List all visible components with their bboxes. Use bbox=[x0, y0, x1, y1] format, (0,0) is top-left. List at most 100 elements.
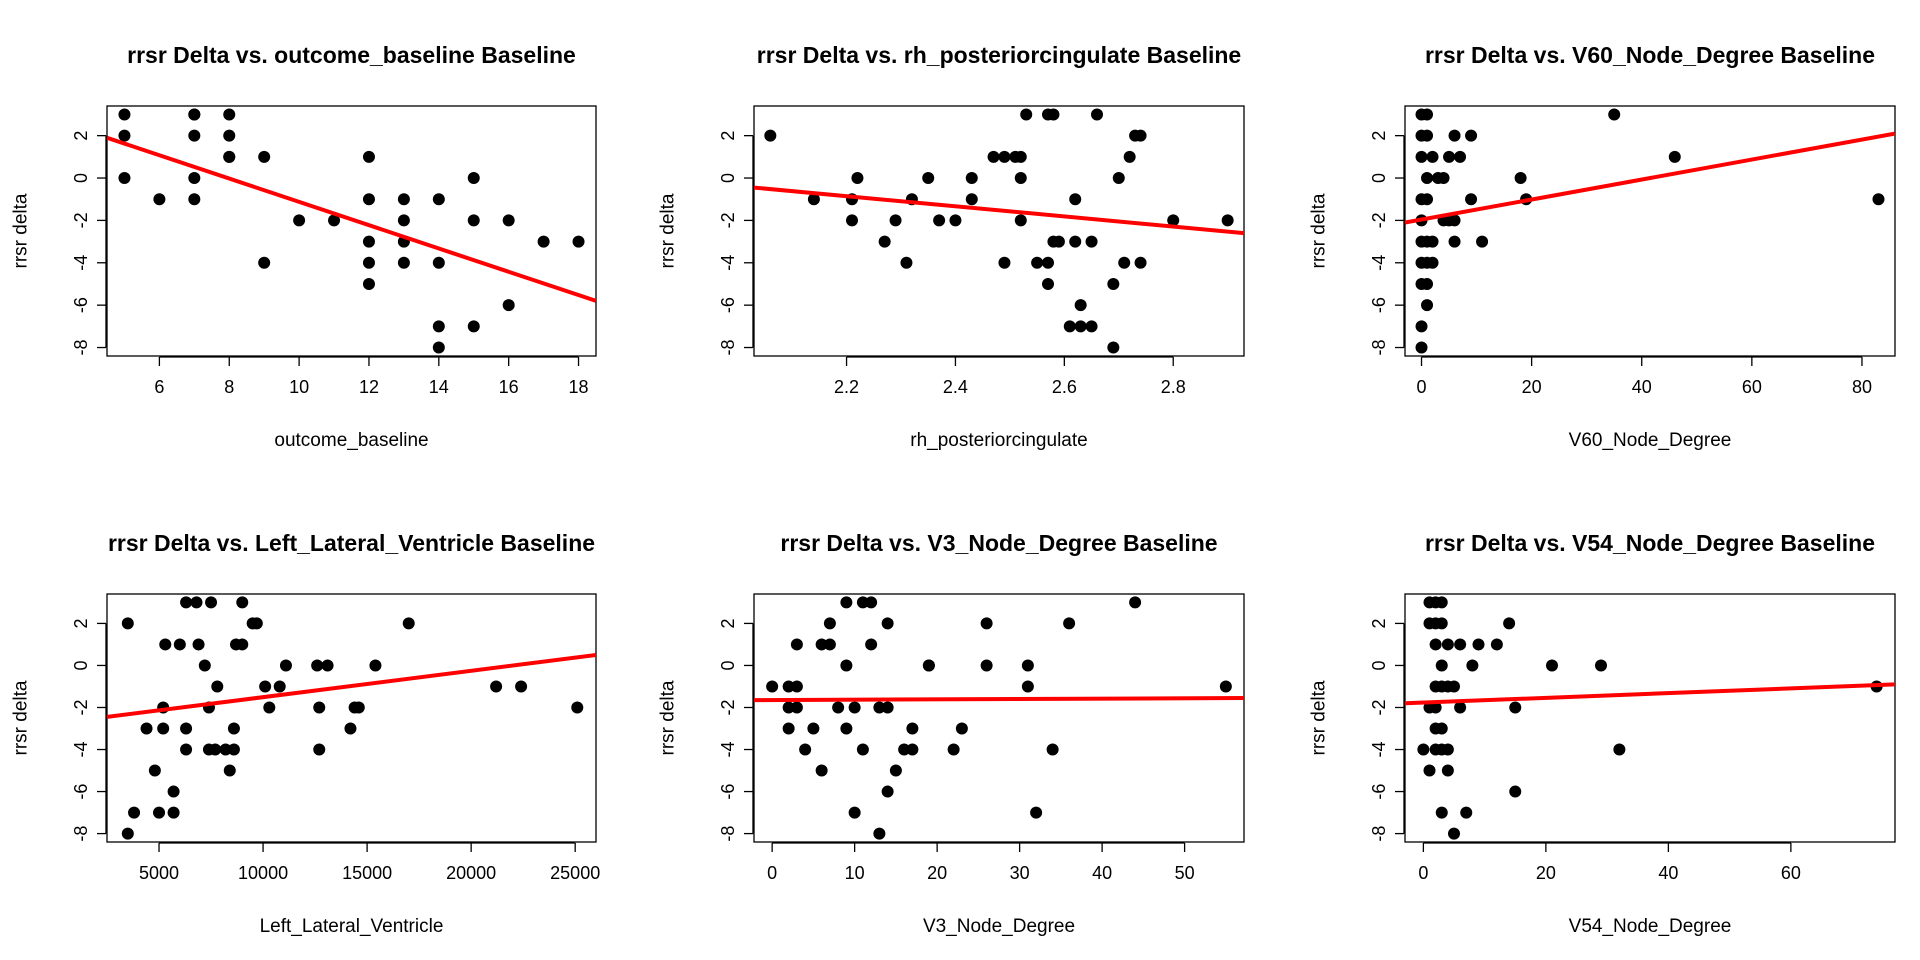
data-point bbox=[1426, 150, 1439, 163]
data-point bbox=[467, 320, 480, 333]
x-axis-label: outcome_baseline bbox=[274, 430, 428, 451]
data-point bbox=[190, 596, 203, 609]
data-point bbox=[1472, 638, 1485, 651]
data-point bbox=[140, 722, 153, 735]
data-point bbox=[502, 299, 515, 312]
y-axis-label: rrsr delta bbox=[1309, 193, 1330, 268]
x-tick-label: 10 bbox=[845, 863, 865, 883]
x-tick-label: 60 bbox=[1781, 863, 1801, 883]
regression-line bbox=[1405, 131, 1895, 225]
data-point bbox=[1415, 150, 1428, 163]
y-tick-label: 0 bbox=[718, 660, 738, 670]
y-tick-label: 0 bbox=[718, 173, 738, 183]
data-point bbox=[502, 214, 515, 227]
chart-panel-5: rrsr Delta vs. V3_Node_Degree Baseline 0 1… bbox=[658, 530, 1245, 937]
data-point bbox=[118, 172, 131, 185]
data-point bbox=[1429, 701, 1442, 714]
data-point bbox=[1546, 659, 1558, 672]
data-point bbox=[1129, 596, 1142, 609]
data-point bbox=[1063, 320, 1076, 333]
data-point bbox=[856, 743, 869, 756]
y-axis-label: rrsr delta bbox=[11, 680, 32, 755]
data-point bbox=[1107, 341, 1120, 354]
regression-line bbox=[1405, 682, 1895, 706]
data-point bbox=[1091, 108, 1103, 121]
data-point bbox=[362, 256, 375, 269]
x-tick-label: 8 bbox=[224, 377, 234, 397]
data-point bbox=[1069, 235, 1082, 248]
data-point bbox=[293, 214, 306, 227]
data-point bbox=[1031, 256, 1044, 269]
y-axis-label: rrsr delta bbox=[11, 193, 32, 268]
data-point bbox=[362, 277, 375, 290]
x-tick-label: 25000 bbox=[550, 863, 600, 883]
data-point bbox=[1021, 659, 1034, 672]
data-point bbox=[258, 256, 271, 269]
x-axis-label: rh_posteriorcingulate bbox=[910, 430, 1087, 451]
data-point bbox=[1020, 108, 1033, 121]
data-point bbox=[571, 701, 584, 714]
y-axis-label: rrsr delta bbox=[658, 680, 679, 755]
data-point bbox=[1437, 172, 1450, 185]
data-point bbox=[1435, 659, 1448, 672]
data-point bbox=[537, 235, 550, 248]
x-tick-label: 20 bbox=[1522, 377, 1542, 397]
data-point bbox=[1466, 659, 1479, 672]
data-point bbox=[1167, 214, 1180, 227]
data-point bbox=[1085, 320, 1098, 333]
data-point bbox=[1014, 214, 1027, 227]
data-point bbox=[1421, 172, 1434, 185]
y-tick-label: -8 bbox=[71, 826, 91, 842]
y-tick-label: -8 bbox=[1369, 826, 1389, 842]
x-tick-label: 0 bbox=[1417, 377, 1427, 397]
plot-frame bbox=[106, 593, 597, 843]
data-point bbox=[188, 108, 201, 121]
x-tick-label: 2.4 bbox=[943, 377, 968, 397]
data-point bbox=[980, 617, 993, 630]
data-point bbox=[900, 256, 913, 269]
x-tick-label: 6 bbox=[154, 377, 164, 397]
data-point bbox=[402, 617, 415, 630]
data-point bbox=[1613, 743, 1626, 756]
data-point bbox=[313, 701, 326, 714]
y-tick-label: 2 bbox=[71, 618, 91, 628]
y-tick-label: 2 bbox=[1369, 618, 1389, 628]
data-point bbox=[188, 129, 201, 142]
data-point bbox=[236, 596, 249, 609]
data-point bbox=[362, 235, 375, 248]
plot-frame bbox=[753, 593, 1245, 843]
data-point bbox=[1668, 150, 1681, 163]
data-point bbox=[848, 701, 861, 714]
data-point bbox=[782, 722, 795, 735]
data-point bbox=[259, 680, 272, 693]
data-point bbox=[865, 596, 878, 609]
x-tick-label: 16 bbox=[499, 377, 519, 397]
y-tick-label: -4 bbox=[71, 742, 91, 758]
data-point bbox=[1421, 277, 1434, 290]
data-point bbox=[1046, 743, 1059, 756]
data-point bbox=[1490, 638, 1503, 651]
data-point bbox=[1069, 193, 1082, 206]
chart-title: rrsr Delta vs. outcome_baseline Baseline bbox=[127, 42, 576, 68]
data-point bbox=[955, 722, 968, 735]
data-point bbox=[209, 743, 222, 756]
data-point bbox=[881, 617, 894, 630]
data-point bbox=[1448, 235, 1461, 248]
data-point bbox=[572, 235, 585, 248]
y-tick-label: -4 bbox=[718, 255, 738, 271]
x-axis-label: Left_Lateral_Ventricle bbox=[260, 916, 444, 937]
data-point bbox=[823, 638, 836, 651]
y-axis-label: rrsr delta bbox=[658, 193, 679, 268]
data-point bbox=[236, 638, 249, 651]
data-point bbox=[1014, 172, 1027, 185]
data-point bbox=[118, 108, 131, 121]
y-tick-label: 2 bbox=[718, 131, 738, 141]
regression-line bbox=[754, 185, 1244, 236]
y-tick-label: -4 bbox=[718, 742, 738, 758]
data-point bbox=[159, 638, 172, 651]
data-point bbox=[1454, 150, 1467, 163]
y-tick-label: -4 bbox=[1369, 255, 1389, 271]
data-point bbox=[1063, 617, 1076, 630]
data-point bbox=[1476, 235, 1489, 248]
